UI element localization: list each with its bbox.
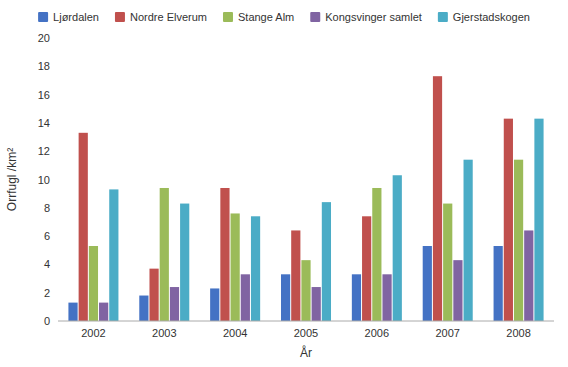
bar [443,204,452,321]
y-tick-label: 4 [44,258,50,270]
bar [423,246,432,321]
y-tick-label: 0 [44,315,50,327]
bar-series [109,119,543,321]
x-tick-label: 2003 [152,327,176,339]
legend-label: Nordre Elverum [130,11,207,23]
legend-item: Gjerstadskogen [438,11,530,23]
y-axis-label: Orrfugl /km² [5,148,19,211]
y-tick-label: 10 [38,174,50,186]
bars [68,76,543,321]
bar [382,274,391,321]
bar [504,119,513,321]
y-tick-label: 20 [38,32,50,44]
x-tick-label: 2005 [294,327,318,339]
bar [514,160,523,321]
x-axis-label: År [300,345,312,360]
bar [464,160,473,321]
legend-item: Nordre Elverum [115,11,207,23]
legend-item: Stange Alm [223,11,294,23]
legend: Ljørdalen Nordre Elverum Stange Alm Kongsvi… [38,11,530,23]
x-axis: 2002 2003 2004 2005 2006 2007 2008 [58,321,554,339]
x-axis-line [58,321,554,322]
bar [241,274,250,321]
bar [109,189,118,321]
bar [291,230,300,321]
bar [534,119,543,321]
bar [362,216,371,321]
y-tick-label: 18 [38,60,50,72]
bar [433,76,442,321]
bar [352,274,361,321]
y-tick-label: 8 [44,202,50,214]
bar [180,204,189,321]
bar [312,287,321,321]
bar [99,303,108,321]
legend-label: Ljørdalen [53,11,99,23]
y-tick-label: 2 [44,287,50,299]
y-axis: 0 2 4 6 8 10 12 14 16 18 20 [38,32,50,327]
legend-label: Stange Alm [238,11,294,23]
y-tick-label: 16 [38,89,50,101]
bar-series [79,76,513,321]
legend-item: Ljørdalen [38,11,99,23]
legend-swatch [115,12,125,22]
bar [68,303,77,321]
legend-label: Gjerstadskogen [453,11,530,23]
bar-series [89,160,523,321]
bar [524,230,533,321]
y-tick-label: 12 [38,145,50,157]
legend-item: Kongsvinger samlet [310,11,422,23]
x-tick-label: 2002 [81,327,105,339]
bar [372,188,381,321]
bar [494,246,503,321]
bar [220,188,229,321]
bar [210,288,219,321]
y-tick-label: 6 [44,230,50,242]
x-tick-label: 2008 [506,327,530,339]
bar [79,133,88,321]
legend-label: Kongsvinger samlet [325,11,422,23]
chart: Ljørdalen Nordre Elverum Stange Alm Kongsvi… [0,0,568,367]
x-tick-label: 2007 [435,327,459,339]
legend-swatch [438,12,448,22]
x-tick-label: 2006 [365,327,389,339]
bar [231,213,240,321]
bar [301,260,310,321]
bar [160,188,169,321]
bar [170,287,179,321]
bar [393,175,402,321]
x-tick-label: 2004 [223,327,247,339]
bar [149,269,158,321]
bar [251,216,260,321]
bar [139,296,148,321]
bar [281,274,290,321]
legend-swatch [310,12,320,22]
bar [322,202,331,321]
legend-swatch [38,12,48,22]
y-tick-label: 14 [38,117,50,129]
bar [89,246,98,321]
legend-swatch [223,12,233,22]
bar [453,260,462,321]
